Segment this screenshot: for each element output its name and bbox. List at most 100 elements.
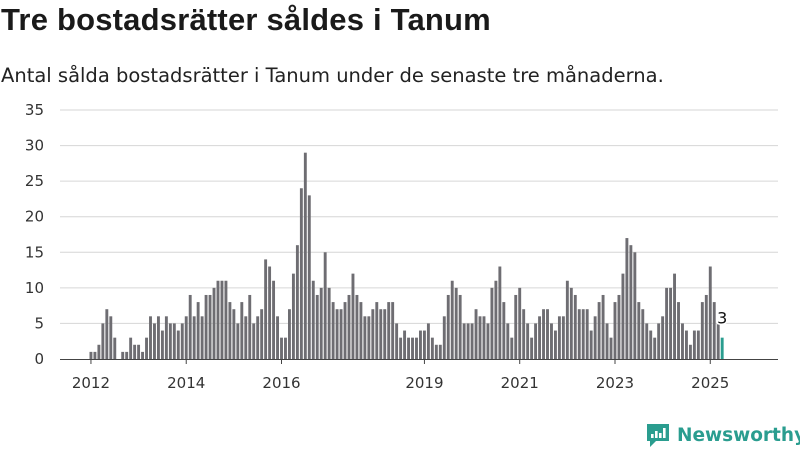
bar xyxy=(494,280,498,359)
bar xyxy=(149,316,152,359)
bar xyxy=(236,323,240,359)
bar xyxy=(192,316,196,359)
bar xyxy=(307,195,311,359)
x-tick-label: 2023 xyxy=(596,374,634,392)
bar xyxy=(240,302,244,359)
bar xyxy=(426,323,430,359)
x-tick-label: 2021 xyxy=(501,374,539,392)
brand-logo: Newsworthy xyxy=(644,420,800,450)
bar xyxy=(681,323,684,359)
bar xyxy=(315,294,319,359)
bar xyxy=(422,330,426,359)
x-tick-label: 2012 xyxy=(72,374,110,392)
bar xyxy=(176,330,180,359)
bar xyxy=(470,323,474,359)
bar xyxy=(204,294,208,359)
chart-subtitle: Antal sålda bostadsrätter i Tanum under … xyxy=(1,64,664,87)
bar xyxy=(430,337,434,359)
bar xyxy=(657,323,661,359)
x-tick-label: 2025 xyxy=(691,374,729,392)
bar xyxy=(200,316,204,359)
bar xyxy=(208,294,212,359)
bar xyxy=(553,330,557,359)
bar xyxy=(605,323,609,359)
bar xyxy=(613,302,617,359)
bar xyxy=(685,330,688,359)
bar xyxy=(677,302,680,359)
bar xyxy=(284,337,287,359)
bar xyxy=(101,323,105,359)
bar xyxy=(434,344,438,359)
bar xyxy=(625,238,629,359)
bar xyxy=(145,337,148,359)
bar xyxy=(692,330,696,359)
bar xyxy=(442,316,446,359)
bar xyxy=(454,287,458,359)
bar xyxy=(129,337,133,359)
bar xyxy=(506,323,510,359)
bar xyxy=(343,302,347,359)
y-tick-label: 25 xyxy=(25,172,44,190)
brand-name: Newsworthy xyxy=(677,424,800,446)
bar xyxy=(196,302,200,359)
latest-value-label: 3 xyxy=(717,309,727,328)
bar xyxy=(383,309,387,359)
bar xyxy=(597,302,601,359)
bar xyxy=(490,287,494,359)
x-tick-label: 2014 xyxy=(167,374,205,392)
bar xyxy=(311,280,315,359)
bar xyxy=(514,294,518,359)
bar xyxy=(462,323,466,359)
bar xyxy=(264,259,268,359)
bar xyxy=(542,309,545,359)
bar xyxy=(367,316,371,359)
bar xyxy=(153,323,156,359)
bar xyxy=(133,344,137,359)
bar xyxy=(327,287,331,359)
bar xyxy=(633,252,637,359)
bar xyxy=(89,351,93,359)
bar xyxy=(637,302,641,359)
bar xyxy=(303,152,307,359)
bar xyxy=(395,323,399,359)
bar xyxy=(609,337,613,359)
bar xyxy=(526,323,530,359)
bar xyxy=(351,273,355,359)
bar xyxy=(589,330,593,359)
bar-latest xyxy=(720,337,724,359)
bar xyxy=(295,245,299,359)
bar xyxy=(363,316,367,359)
bar xyxy=(156,316,160,359)
bar xyxy=(530,337,534,359)
y-tick-label: 0 xyxy=(34,350,44,368)
bar xyxy=(712,302,716,359)
bar xyxy=(411,337,414,359)
bar xyxy=(700,302,704,359)
chart-title: Tre bostadsrätter såldes i Tanum xyxy=(1,2,491,37)
y-tick-label: 10 xyxy=(25,279,44,297)
bar xyxy=(141,351,145,359)
bar xyxy=(188,294,192,359)
bar xyxy=(224,280,228,359)
bar xyxy=(704,294,708,359)
bar xyxy=(561,316,565,359)
bar xyxy=(121,351,125,359)
bar xyxy=(268,266,272,359)
bar xyxy=(641,309,645,359)
bar xyxy=(565,280,569,359)
bar xyxy=(331,302,335,359)
bar xyxy=(629,245,633,359)
bar xyxy=(172,323,176,359)
bar xyxy=(113,337,117,359)
y-tick-label: 20 xyxy=(25,208,44,226)
bar xyxy=(125,351,129,359)
y-tick-label: 35 xyxy=(25,101,44,119)
bar xyxy=(617,294,621,359)
bar xyxy=(482,316,486,359)
x-tick-label: 2019 xyxy=(405,374,443,392)
bar xyxy=(184,316,188,359)
bar xyxy=(550,323,553,359)
bar xyxy=(347,294,351,359)
bar xyxy=(716,323,720,359)
bar xyxy=(557,316,561,359)
